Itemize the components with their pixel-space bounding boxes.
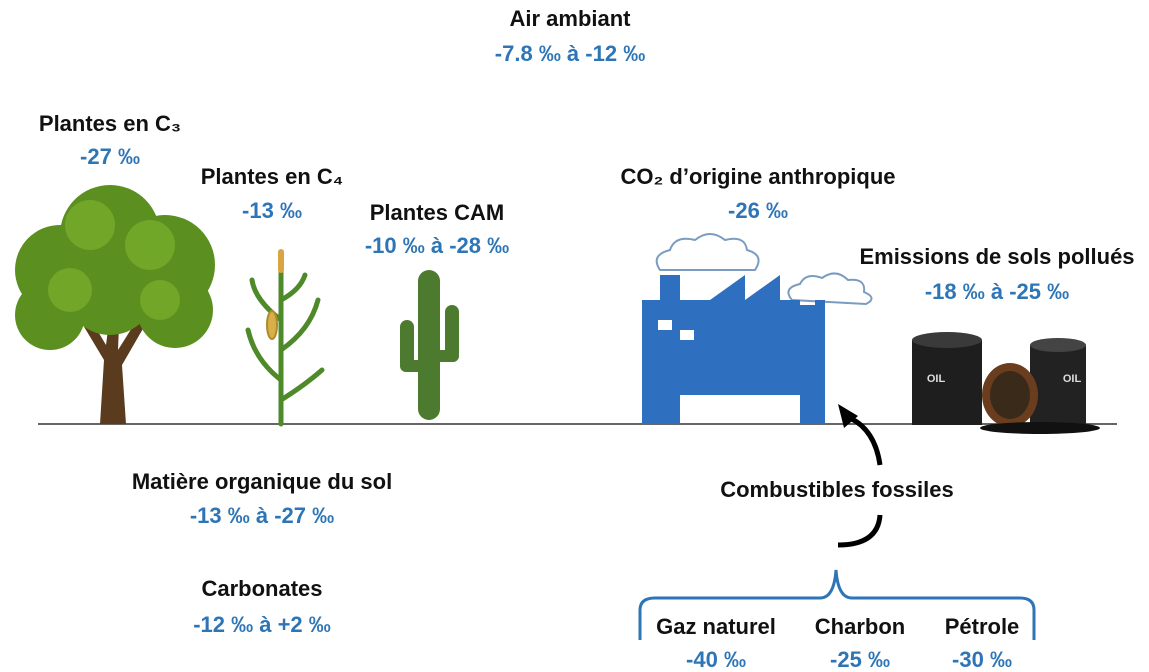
label: Plantes en C₃ — [39, 111, 181, 136]
cactus-icon — [400, 270, 459, 420]
label: Matière organique du sol — [132, 469, 392, 494]
value: -25 ‰ — [830, 647, 890, 672]
label: Air ambiant — [509, 6, 631, 31]
label: CO₂ d’origine anthropique — [621, 164, 896, 189]
value: -13 ‰ — [242, 198, 302, 223]
barrels-icon: OIL OIL — [912, 332, 1100, 434]
value: -10 ‰ à -28 ‰ — [365, 233, 509, 258]
label: Plantes en C₄ — [201, 164, 344, 189]
value: -18 ‰ à -25 ‰ — [925, 279, 1069, 304]
label: Combustibles fossiles — [720, 477, 954, 502]
value: -13 ‰ à -27 ‰ — [190, 503, 334, 528]
corn-icon — [248, 252, 322, 424]
diagram: OIL OIL Air ambiant -7.8 ‰ à -12 ‰ Plant… — [0, 0, 1149, 672]
value: -27 ‰ — [80, 144, 140, 169]
label: Plantes CAM — [370, 200, 504, 225]
value: -26 ‰ — [728, 198, 788, 223]
value: -12 ‰ à +2 ‰ — [193, 612, 331, 637]
label: Pétrole — [945, 614, 1020, 639]
label: Gaz naturel — [656, 614, 776, 639]
factory-icon — [642, 234, 872, 424]
value: -30 ‰ — [952, 647, 1012, 672]
barrel-mark: OIL — [1063, 373, 1082, 385]
label: Emissions de sols pollués — [859, 244, 1134, 269]
tree-icon — [15, 185, 215, 424]
label: Charbon — [815, 614, 905, 639]
label: Carbonates — [201, 576, 322, 601]
value: -7.8 ‰ à -12 ‰ — [495, 41, 645, 66]
barrel-mark: OIL — [927, 373, 946, 385]
value: -40 ‰ — [686, 647, 746, 672]
